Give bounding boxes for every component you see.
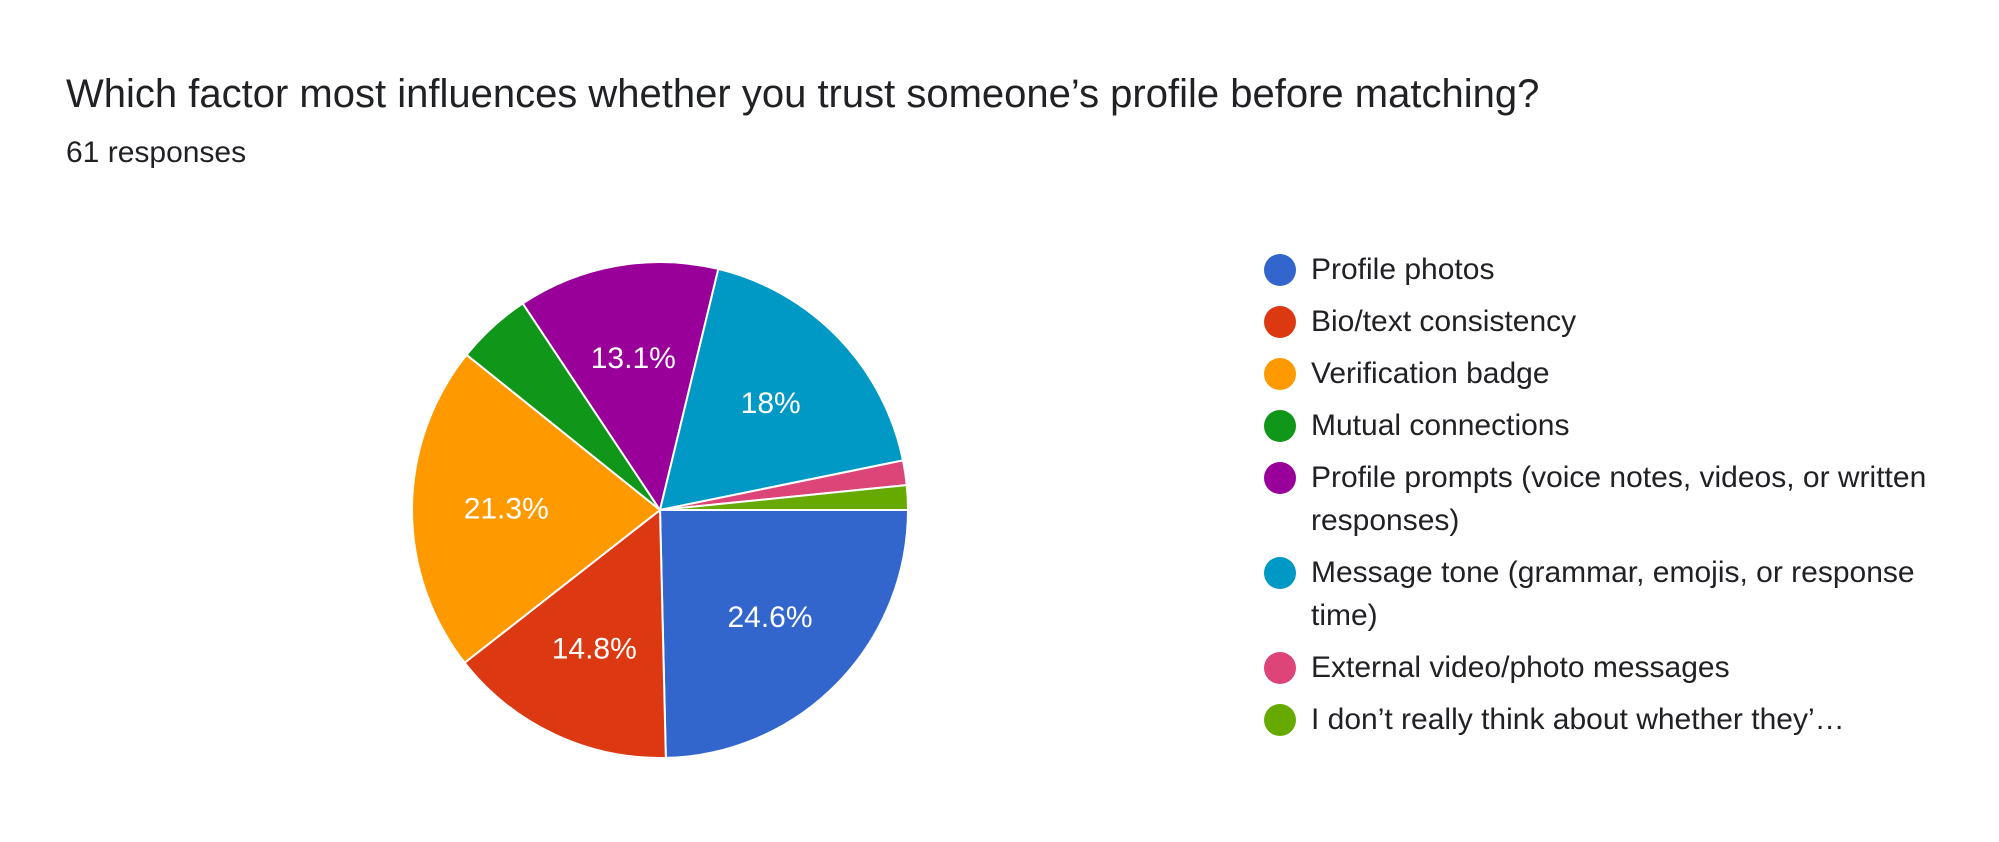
slice-data-label: 21.3% bbox=[464, 493, 549, 526]
pie-slice-message-tone-grammar-emojis-or-response-[interactable] bbox=[658, 267, 905, 512]
pie-slice-verification-badge[interactable] bbox=[411, 353, 662, 665]
pie-slice-profile-photos[interactable] bbox=[658, 509, 910, 759]
pie-slice-profile-prompts-voice-notes-videos-or-wr[interactable] bbox=[521, 261, 720, 513]
legend-item[interactable]: External video/photo messages bbox=[1262, 646, 1962, 689]
pie-chart: 24.6% 14.8% 21.3% 13.1% 18% bbox=[411, 261, 910, 759]
pie-slice-i-don-t-really-think-about-whether-they[interactable] bbox=[659, 483, 910, 511]
legend-item[interactable]: Profile photos bbox=[1262, 248, 1962, 291]
slice-data-label: 18% bbox=[741, 387, 801, 420]
legend-item[interactable]: I don’t really think about whether they’… bbox=[1262, 698, 1962, 741]
pie-slice-bio-text-consistency[interactable] bbox=[463, 507, 667, 759]
response-count: 61 responses bbox=[66, 136, 247, 169]
legend-swatch-icon bbox=[1264, 410, 1296, 442]
slice-data-label: 24.6% bbox=[727, 601, 812, 634]
legend-label: Bio/text consistency bbox=[1311, 305, 1577, 338]
legend-label: Verification badge bbox=[1311, 357, 1550, 390]
legend-label: I don’t really think about whether they’… bbox=[1311, 703, 1845, 736]
legend-swatch-icon bbox=[1264, 358, 1296, 390]
pie-slices bbox=[411, 261, 910, 759]
pie-data-labels: 24.6% 14.8% 21.3% 13.1% 18% bbox=[464, 342, 813, 665]
legend-label: External video/photo messages bbox=[1311, 651, 1730, 684]
legend-swatch-icon bbox=[1264, 557, 1296, 589]
legend-label: Mutual connections bbox=[1311, 409, 1570, 442]
slice-data-label: 14.8% bbox=[552, 632, 637, 665]
legend-swatch-icon bbox=[1264, 704, 1296, 736]
chart-legend: Profile photos Bio/text consistency Verifi… bbox=[1262, 248, 1962, 750]
legend-swatch-icon bbox=[1264, 652, 1296, 684]
legend-item[interactable]: Profile prompts (voice notes, videos, or… bbox=[1262, 456, 1962, 542]
legend-label: Profile prompts (voice notes, videos, or… bbox=[1311, 461, 1927, 537]
legend-item[interactable]: Verification badge bbox=[1262, 352, 1962, 395]
slice-data-label: 13.1% bbox=[591, 342, 676, 375]
legend-item[interactable]: Bio/text consistency bbox=[1262, 300, 1962, 343]
legend-item[interactable]: Message tone (grammar, emojis, or respon… bbox=[1262, 551, 1962, 637]
legend-swatch-icon bbox=[1264, 254, 1296, 286]
legend-swatch-icon bbox=[1264, 306, 1296, 338]
legend-swatch-icon bbox=[1264, 462, 1296, 494]
legend-item[interactable]: Mutual connections bbox=[1262, 404, 1962, 447]
legend-label: Profile photos bbox=[1311, 253, 1495, 286]
legend-label: Message tone (grammar, emojis, or respon… bbox=[1311, 556, 1915, 632]
chart-title: Which factor most influences whether you… bbox=[66, 72, 1540, 116]
